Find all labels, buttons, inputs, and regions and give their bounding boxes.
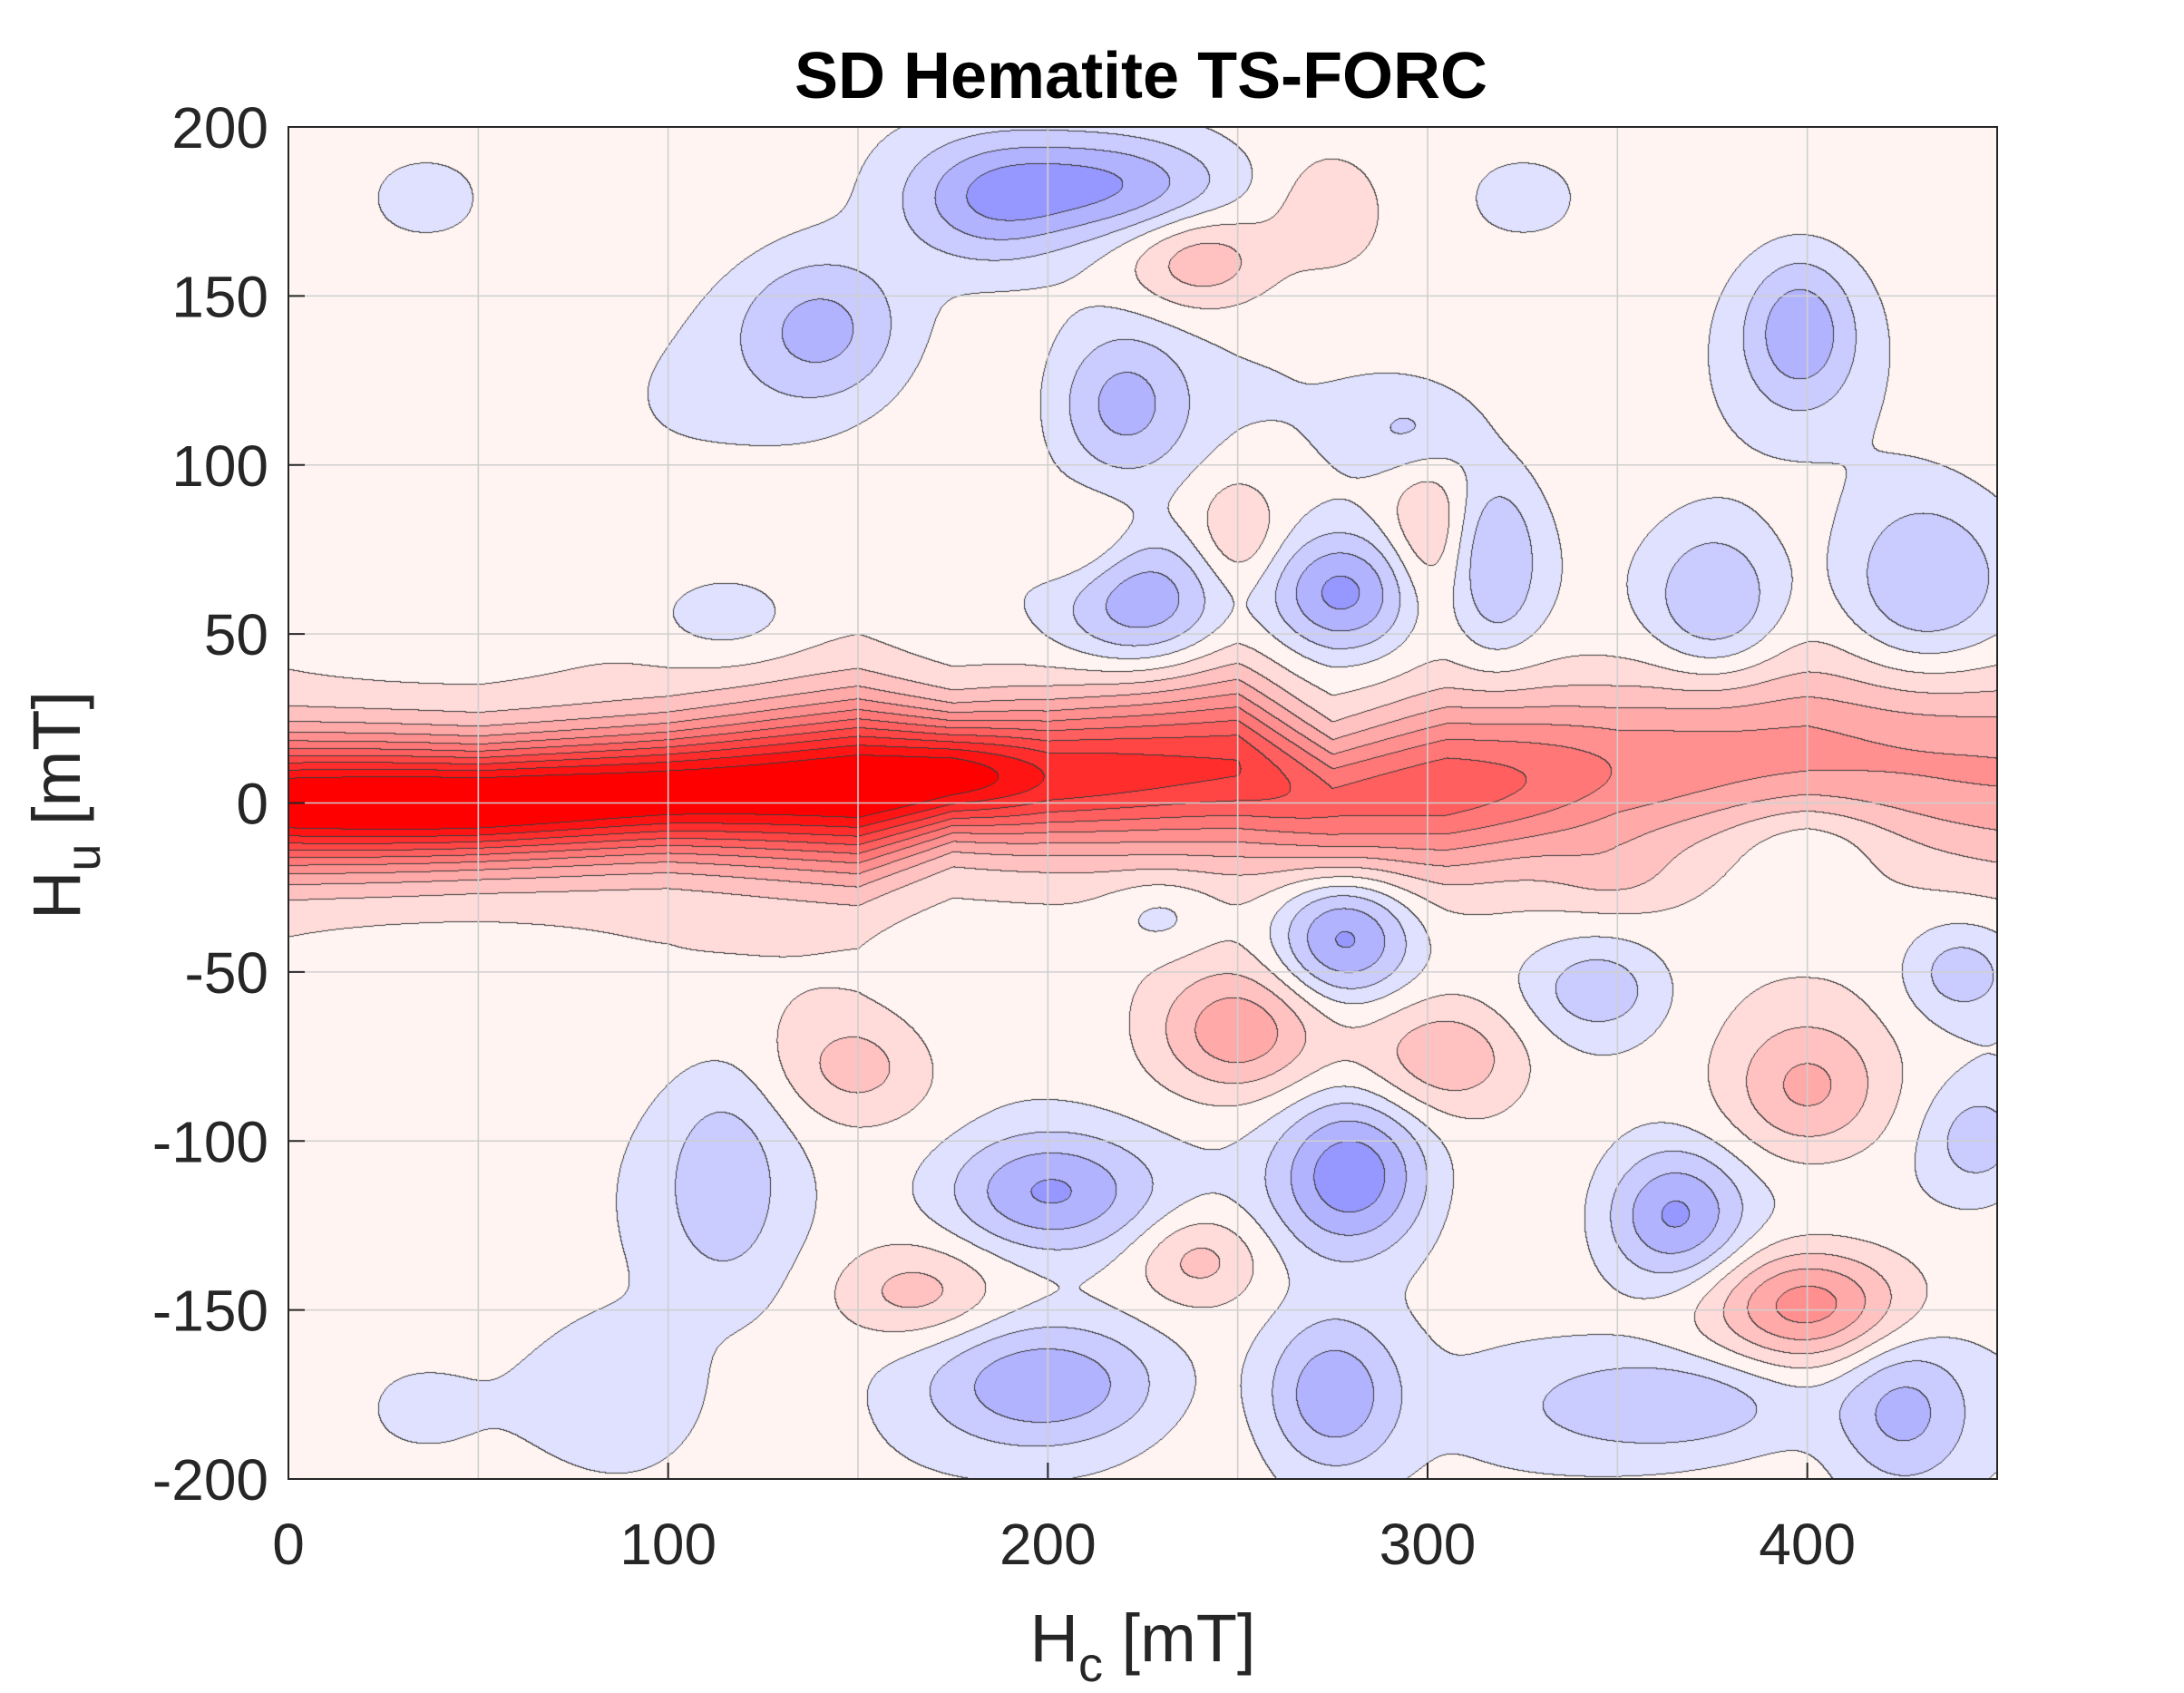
chart-title: SD Hematite TS-FORC (795, 40, 1487, 112)
y-tick-label: 0 (236, 772, 268, 837)
x-tick-label: 0 (272, 1512, 305, 1577)
y-tick-label: -150 (152, 1279, 268, 1344)
y-tick-label: -200 (152, 1447, 268, 1513)
x-axis-label: Hc [mT] (1030, 1601, 1256, 1692)
y-tick-label: 100 (171, 433, 268, 499)
y-tick-label: 200 (171, 95, 268, 161)
y-axis-ticks: -200 -150 -100 -50 0 50 100 150 200 (152, 95, 305, 1513)
y-tick-label: -100 (152, 1109, 268, 1174)
y-tick-label: -50 (185, 940, 269, 1006)
x-tick-label: 400 (1759, 1512, 1856, 1577)
x-axis-ticks: 0 100 200 300 400 (272, 1463, 1856, 1577)
x-tick-label: 200 (999, 1512, 1097, 1577)
y-axis-label: Hu [mT] (19, 691, 111, 919)
y-axis-label-main: H (19, 871, 94, 919)
plot-area (288, 126, 1998, 1480)
x-tick-label: 300 (1380, 1512, 1477, 1577)
y-axis-label-unit: [mT] (19, 691, 94, 844)
x-axis-label-unit: [mT] (1103, 1601, 1256, 1676)
y-tick-label: 150 (171, 264, 268, 329)
y-axis-label-sub: u (56, 844, 111, 871)
y-tick-label: 50 (204, 602, 268, 667)
x-axis-label-sub: c (1078, 1638, 1103, 1692)
x-axis-label-main: H (1030, 1601, 1078, 1676)
x-tick-label: 100 (619, 1512, 717, 1577)
